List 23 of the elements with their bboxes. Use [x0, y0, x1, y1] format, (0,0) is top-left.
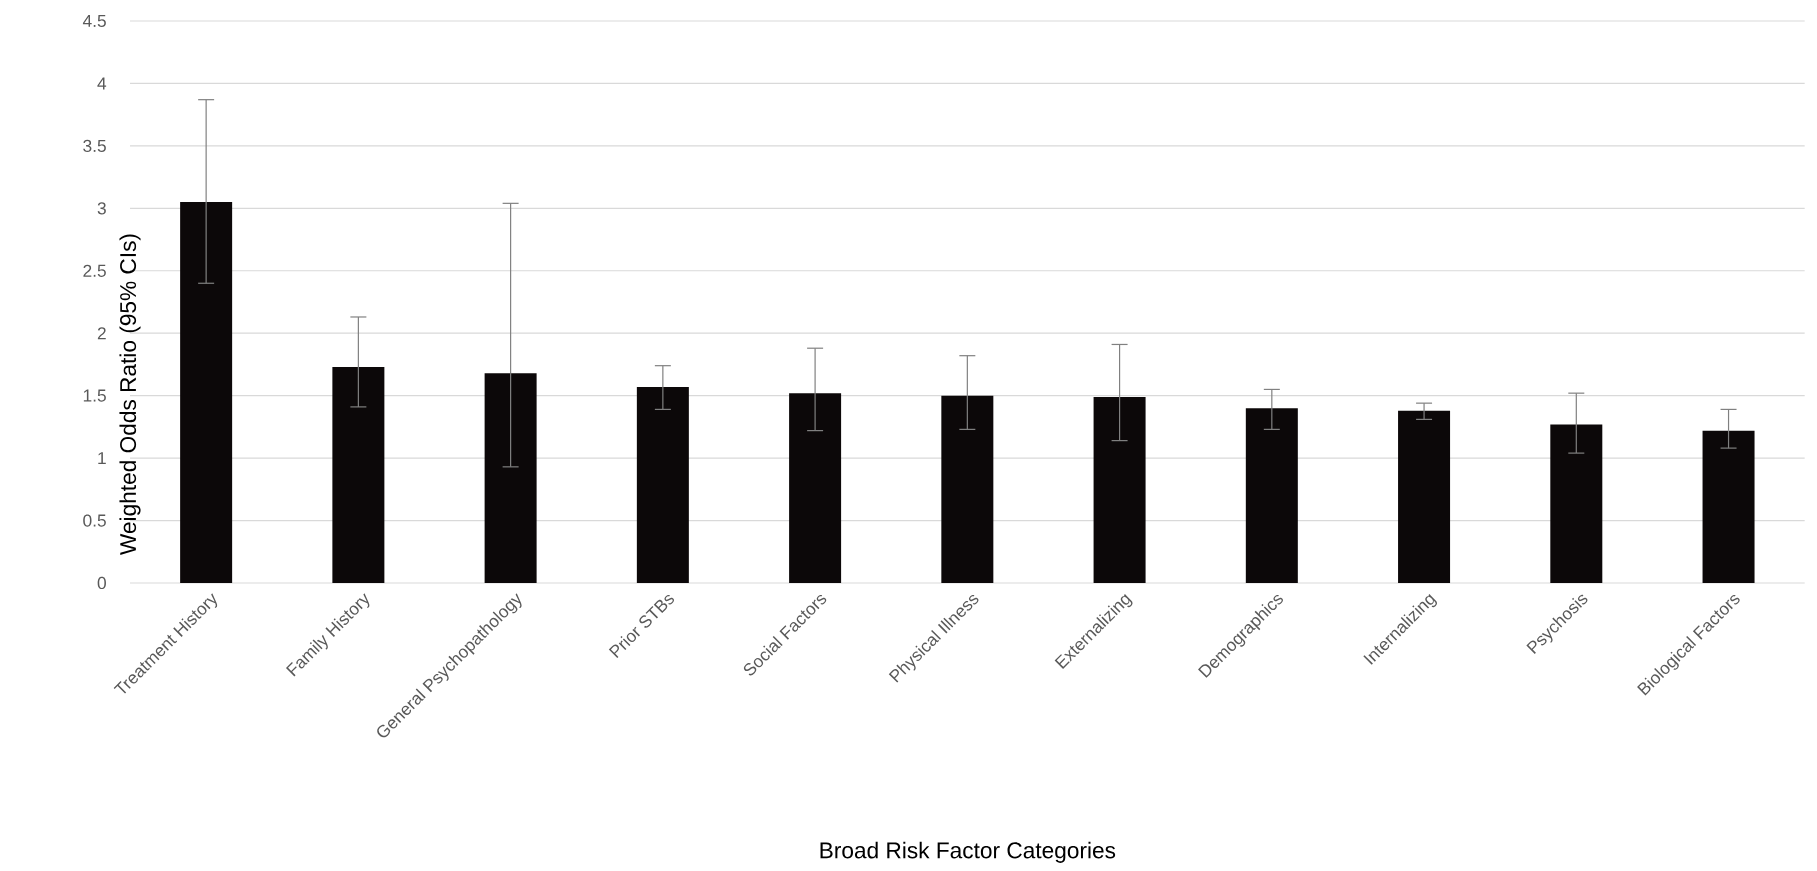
bar — [332, 366, 385, 583]
y-tick-label: 0 — [97, 576, 106, 590]
bar — [1398, 410, 1451, 583]
y-tick-label: 4 — [97, 77, 107, 90]
bar — [636, 386, 689, 583]
y-tick-label: 2.5 — [83, 264, 106, 277]
y-tick-label: 3.5 — [83, 139, 106, 153]
y-tick-label: 4.5 — [82, 14, 106, 28]
bar — [484, 373, 537, 583]
y-tick-label: 0.5 — [83, 514, 106, 527]
bar — [789, 393, 842, 583]
bar — [941, 395, 994, 583]
bar — [1550, 424, 1603, 583]
bar — [180, 202, 233, 583]
bar — [1245, 408, 1298, 583]
bar — [1093, 396, 1146, 583]
x-axis-title: Broad Risk Factor Categories — [820, 841, 1116, 863]
y-axis-title: Weighted Odds Ratio (95% CIs) — [119, 234, 141, 555]
y-tick-label: 3 — [97, 202, 106, 215]
y-tick-label: 2 — [97, 327, 106, 340]
y-tick-label: 1 — [98, 452, 106, 465]
bar — [1702, 430, 1755, 583]
y-tick-label: 1.5 — [83, 389, 106, 402]
